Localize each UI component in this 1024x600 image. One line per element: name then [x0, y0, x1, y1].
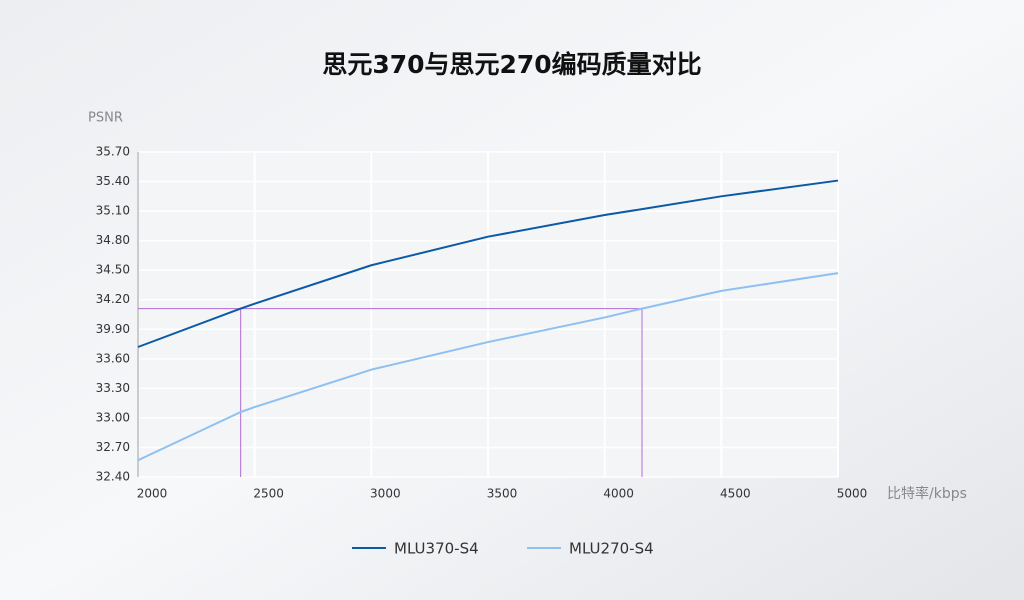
y-axis-label: PSNR [88, 111, 123, 126]
series-line [137, 179, 839, 348]
y-tick-label: 33.00 [96, 410, 130, 424]
x-tick-label: 3000 [370, 487, 401, 501]
y-tick-label: 34.20 [96, 292, 130, 306]
y-tick-label: 35.10 [96, 204, 130, 218]
legend-label: MLU270-S4 [569, 540, 654, 558]
x-tick-label: 4000 [603, 487, 634, 501]
x-axis-label: 比特率/kbps [887, 485, 967, 502]
chart-title: 思元370与思元270编码质量对比 [322, 50, 701, 79]
x-tick-label: 2500 [253, 487, 284, 501]
y-tick-label: 32.70 [96, 440, 130, 454]
y-tick-label: 33.60 [96, 351, 130, 365]
y-tick-label: 32.40 [96, 470, 130, 484]
y-tick-label: 34.80 [96, 233, 130, 247]
y-tick-label: 34.50 [96, 263, 130, 277]
y-tick-label: 35.40 [96, 174, 130, 188]
y-tick-label: 35.70 [96, 145, 130, 159]
series-line [137, 272, 839, 462]
y-tick-label: 33.30 [96, 381, 130, 395]
x-tick-label: 2000 [137, 487, 168, 501]
x-tick-label: 4500 [720, 487, 751, 501]
x-tick-label: 3500 [487, 487, 518, 501]
y-tick-label: 39.90 [96, 322, 130, 336]
x-tick-label: 5000 [837, 487, 868, 501]
legend-label: MLU370-S4 [394, 540, 479, 558]
